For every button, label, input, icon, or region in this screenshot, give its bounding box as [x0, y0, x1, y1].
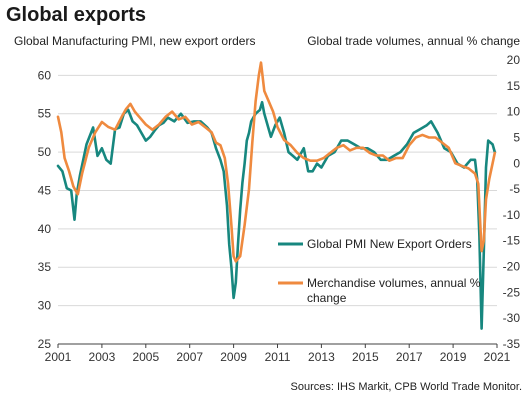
y-right-tick-label: 20	[507, 53, 521, 67]
x-tick-label: 2003	[89, 350, 116, 364]
series-line-pmi	[56, 100, 497, 330]
axes: 25 30 35 40 45 50 55 60 -35 -30 -25 -20 -15 -10 -5 0 5 10…	[38, 53, 521, 364]
y-left-tick-label: 60	[38, 68, 52, 82]
x-tick-label: 2015	[352, 350, 379, 364]
right-axis-title: Global trade volumes, annual % change	[307, 34, 520, 48]
x-tick-label: 2005	[132, 350, 159, 364]
legend-label-trade: Merchandise volumes, annual % change	[307, 276, 484, 305]
legend-label-trade-line1: Merchandise volumes, annual %	[307, 276, 481, 290]
y-right-tick-label: -15	[503, 234, 521, 248]
x-tick-label: 2001	[45, 350, 72, 364]
series-line-trade	[56, 61, 497, 263]
y-right-tick-label: -35	[503, 337, 521, 351]
y-right-tick-label: 15	[507, 79, 521, 93]
left-axis-title: Global Manufacturing PMI, new export ord…	[14, 34, 256, 48]
y-right-tick-label: -25	[503, 285, 521, 299]
y-left-tick-label: 25	[38, 337, 52, 351]
y-left-tick-label: 45	[38, 183, 52, 197]
chart-title: Global exports	[6, 4, 147, 26]
y-right-tick-label: 10	[507, 105, 521, 119]
y-left-tick-label: 50	[38, 145, 52, 159]
y-left-tick-label: 40	[38, 222, 52, 236]
legend: Global PMI New Export Orders Merchandise…	[278, 237, 484, 305]
y-left-tick-label: 35	[38, 260, 52, 274]
x-tick-label: 2011	[265, 350, 291, 364]
series-layer	[56, 61, 497, 330]
x-tick-label: 2007	[176, 350, 203, 364]
y-right-tick-label: 0	[513, 156, 520, 170]
x-tick-label: 2013	[308, 350, 335, 364]
x-tick-label: 2021	[484, 350, 511, 364]
x-tick-label: 2009	[220, 350, 247, 364]
y-right-tick-label: 5	[513, 130, 520, 144]
y-left-tick-label: 30	[38, 299, 52, 313]
y-right-tick-label: -30	[503, 311, 521, 325]
source-note: Sources: IHS Markit, CPB World Trade Mon…	[290, 381, 522, 393]
legend-label-trade-line2: change	[307, 291, 347, 305]
y-right-tick-label: -5	[509, 182, 520, 196]
y-right-tick-label: -10	[503, 208, 521, 222]
y-left-tick-label: 55	[38, 107, 52, 121]
legend-label-pmi: Global PMI New Export Orders	[307, 237, 472, 251]
y-right-tick-label: -20	[503, 260, 521, 274]
x-tick-label: 2017	[396, 350, 423, 364]
x-tick-label: 2019	[440, 350, 467, 364]
